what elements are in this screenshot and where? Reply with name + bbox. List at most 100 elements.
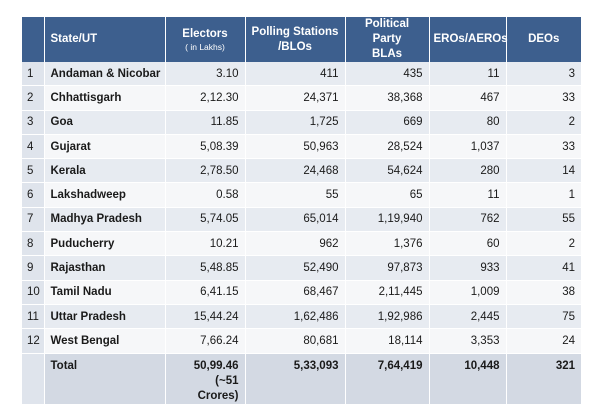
header-polling-line1: Polling Stations	[251, 25, 339, 38]
cell-eros: 1,009	[429, 280, 507, 305]
cell-electors: 5,08.39	[165, 134, 246, 160]
cell-electors: 0.58	[165, 182, 246, 208]
cell-eros: 762	[429, 207, 507, 233]
cell-party-blas: 435	[345, 62, 430, 87]
cell-state: West Bengal	[44, 328, 166, 354]
cell-deos: 55	[506, 207, 581, 233]
cell-party-blas: 1,92,986	[345, 304, 430, 330]
cell-serial: 4	[22, 134, 45, 160]
cell-serial: 11	[22, 304, 45, 330]
cell-state: Kerala	[44, 158, 166, 184]
table-footer: Total 50,99.46 (~51 Crores) 5,33,093 7,6…	[22, 353, 581, 404]
cell-electors: 3.10	[165, 62, 246, 87]
header-electors-unit: ( in Lakhs)	[185, 41, 225, 52]
cell-deos: 2	[506, 231, 581, 257]
cell-eros: 933	[429, 255, 507, 281]
total-electors-cell: 50,99.46 (~51 Crores)	[165, 353, 246, 404]
cell-state: Puducherry	[44, 231, 166, 257]
cell-deos: 1	[506, 182, 581, 208]
table-row: 9 Rajasthan 5,48.85 52,490 97,873 933 41	[22, 255, 581, 281]
cell-serial: 7	[22, 207, 45, 233]
cell-deos: 3	[506, 62, 581, 87]
table-header: State/UT Electors ( in Lakhs) Polling St…	[22, 17, 581, 62]
cell-deos: 33	[506, 85, 581, 111]
table-row: 5 Kerala 2,78.50 24,468 54,624 280 14	[22, 158, 581, 184]
cell-electors: 6,41.15	[165, 280, 246, 305]
cell-state: Uttar Pradesh	[44, 304, 166, 330]
header-party-line1: Political Party	[364, 18, 410, 45]
cell-state: Madhya Pradesh	[44, 207, 166, 233]
cell-state: Chhattisgarh	[44, 85, 166, 111]
cell-serial: 3	[22, 110, 45, 135]
cell-polling-stations: 962	[245, 231, 346, 257]
header-row: State/UT Electors ( in Lakhs) Polling St…	[22, 17, 581, 62]
table-row: 8 Puducherry 10.21 962 1,376 60 2	[22, 231, 581, 257]
total-label: Total	[44, 353, 166, 404]
total-serial	[22, 353, 45, 404]
cell-serial: 2	[22, 85, 45, 111]
header-political-party: Political Party BLAs	[345, 17, 430, 62]
cell-polling-stations: 55	[245, 182, 346, 208]
cell-deos: 2	[506, 110, 581, 135]
cell-serial: 12	[22, 328, 45, 354]
header-state: State/UT	[44, 17, 166, 62]
cell-party-blas: 65	[345, 182, 430, 208]
cell-eros: 467	[429, 85, 507, 111]
cell-polling-stations: 80,681	[245, 328, 346, 354]
cell-serial: 10	[22, 280, 45, 305]
cell-polling-stations: 65,014	[245, 207, 346, 233]
cell-state: Goa	[44, 110, 166, 135]
header-serial	[22, 17, 45, 62]
table-row: 11 Uttar Pradesh 15,44.24 1,62,486 1,92,986 2…	[22, 304, 581, 330]
cell-serial: 5	[22, 158, 45, 184]
table-frame: State/UT Electors ( in Lakhs) Polling St…	[22, 17, 581, 404]
cell-party-blas: 2,11,445	[345, 280, 430, 305]
cell-party-blas: 18,114	[345, 328, 430, 354]
cell-party-blas: 97,873	[345, 255, 430, 281]
table-row: 12 West Bengal 7,66.24 80,681 18,114 3,353 24	[22, 328, 581, 354]
cell-deos: 41	[506, 255, 581, 281]
total-row: Total 50,99.46 (~51 Crores) 5,33,093 7,6…	[22, 353, 581, 404]
cell-eros: 3,353	[429, 328, 507, 354]
cell-polling-stations: 24,371	[245, 85, 346, 111]
cell-electors: 5,74.05	[165, 207, 246, 233]
cell-serial: 9	[22, 255, 45, 281]
table-row: 10 Tamil Nadu 6,41.15 68,467 2,11,445 1,009 38	[22, 280, 581, 305]
cell-eros: 11	[429, 62, 507, 87]
cell-party-blas: 54,624	[345, 158, 430, 184]
cell-electors: 5,48.85	[165, 255, 246, 281]
table-row: 7 Madhya Pradesh 5,74.05 65,014 1,19,940 762 5…	[22, 207, 581, 233]
total-eros: 10,448	[429, 353, 507, 404]
cell-serial: 8	[22, 231, 45, 257]
cell-polling-stations: 52,490	[245, 255, 346, 281]
cell-eros: 60	[429, 231, 507, 257]
cell-state: Andaman & Nicobar	[44, 62, 166, 87]
total-party: 7,64,419	[345, 353, 430, 404]
cell-deos: 75	[506, 304, 581, 330]
table-row: 6 Lakshadweep 0.58 55 65 11 1	[22, 182, 581, 208]
table-body: 1 Andaman & Nicobar 3.10 411 435 11 3 2 Chhattis…	[22, 62, 581, 354]
total-polling: 5,33,093	[245, 353, 346, 404]
table-row: 2 Chhattisgarh 2,12.30 24,371 38,368 467 33	[22, 85, 581, 111]
cell-deos: 33	[506, 134, 581, 160]
cell-serial: 6	[22, 182, 45, 208]
cell-state: Lakshadweep	[44, 182, 166, 208]
cell-deos: 38	[506, 280, 581, 305]
cell-polling-stations: 411	[245, 62, 346, 87]
header-electors: Electors ( in Lakhs)	[165, 17, 246, 62]
cell-state: Gujarat	[44, 134, 166, 160]
header-polling-line2: /BLOs	[278, 40, 312, 53]
cell-electors: 2,78.50	[165, 158, 246, 184]
cell-polling-stations: 50,963	[245, 134, 346, 160]
header-party-line2: BLAs	[371, 48, 403, 60]
header-polling-stations: Polling Stations /BLOs	[245, 17, 346, 62]
header-electors-label: Electors	[182, 27, 228, 40]
header-eros: EROs/AEROs	[429, 17, 508, 62]
cell-electors: 7,66.24	[165, 328, 246, 354]
table-row: 3 Goa 11.85 1,725 669 80 2	[22, 110, 581, 135]
total-deos: 321	[506, 353, 581, 404]
cell-polling-stations: 68,467	[245, 280, 346, 305]
header-deos: DEOs	[506, 17, 581, 62]
cell-polling-stations: 1,725	[245, 110, 346, 135]
cell-party-blas: 28,524	[345, 134, 430, 160]
